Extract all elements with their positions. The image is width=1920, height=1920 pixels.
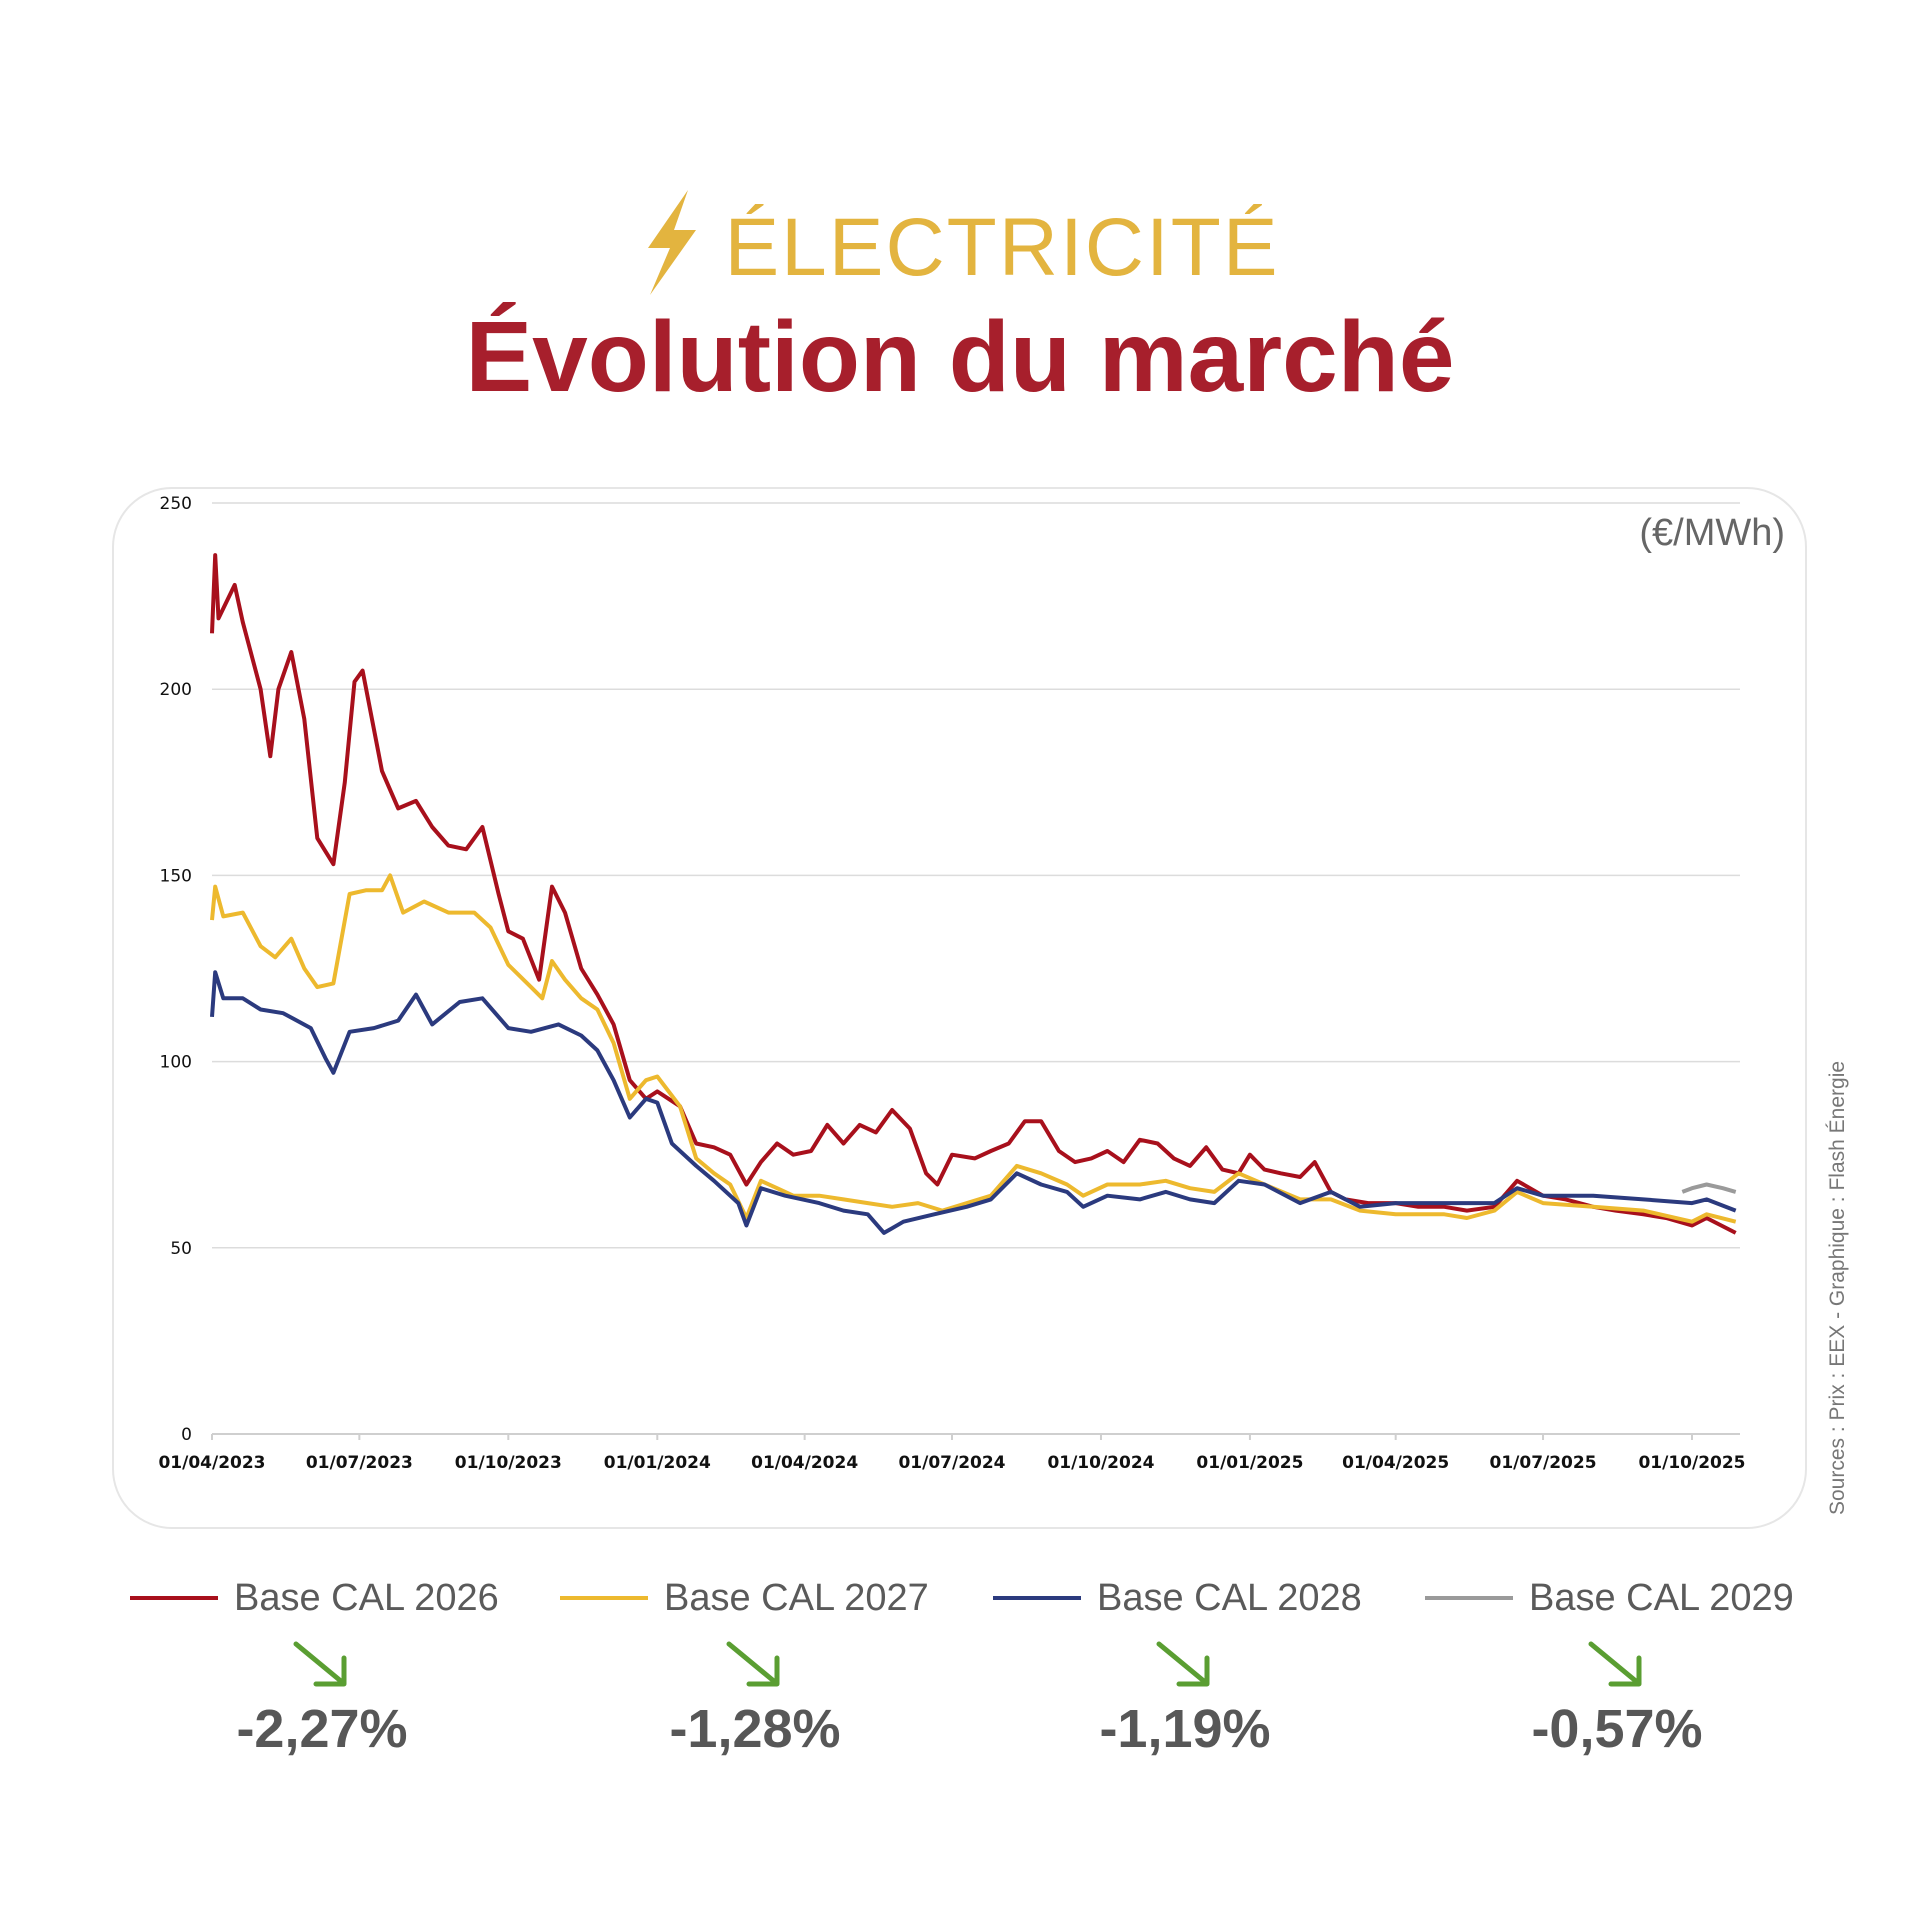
arrow-down-right-icon: [1156, 1641, 1210, 1687]
legend-item: Base CAL 2026: [130, 1572, 499, 1624]
x-tick-label: 01/04/2024: [751, 1453, 858, 1473]
x-tick-label: 01/01/2025: [1196, 1453, 1303, 1473]
x-tick-label: 01/04/2023: [158, 1453, 265, 1473]
chart-frame: [112, 487, 1807, 1529]
x-tick-label: 01/07/2024: [898, 1453, 1005, 1473]
arrow-down-right-icon: [1588, 1641, 1642, 1687]
legend-label: Base CAL 2029: [1529, 1576, 1794, 1619]
y-tick-label: 150: [160, 866, 192, 886]
legend-item: Base CAL 2028: [993, 1572, 1362, 1624]
y-tick-label: 100: [160, 1053, 192, 1073]
change-indicator: -2,27%: [172, 1640, 472, 1760]
x-tick-label: 01/10/2023: [455, 1453, 562, 1473]
legend-item: Base CAL 2029: [1425, 1572, 1794, 1624]
change-value: -1,28%: [669, 1699, 841, 1759]
unit-label: (€/MWh): [1639, 512, 1785, 554]
change-value: -2,27%: [236, 1699, 408, 1759]
arrow-down-right-icon: [293, 1641, 347, 1687]
section-kicker: ÉLECTRICITÉ: [0, 190, 1920, 295]
legend-swatch: [560, 1596, 648, 1600]
series-line-base-cal-2028: [210, 970, 1737, 1235]
x-tick-label: 01/04/2025: [1342, 1453, 1449, 1473]
arrow-down-right-icon: [726, 1641, 780, 1687]
lightning-bolt-icon: [648, 190, 697, 295]
y-tick-label: 250: [160, 494, 192, 514]
change-value: -1,19%: [1099, 1699, 1271, 1759]
y-tick-label: 0: [181, 1425, 192, 1445]
legend-item: Base CAL 2027: [560, 1572, 929, 1624]
y-tick-label: 200: [160, 680, 192, 700]
change-indicator: -1,28%: [605, 1640, 905, 1760]
sources-note: Sources : Prix : EEX - Graphique : Flash…: [1826, 1060, 1849, 1515]
x-tick-label: 01/07/2023: [306, 1453, 413, 1473]
series-line-base-cal-2029: [1681, 1182, 1737, 1194]
page-title: Évolution du marché: [465, 301, 1455, 413]
series-line-base-cal-2027: [210, 873, 1737, 1224]
series-line-base-cal-2026: [210, 553, 1737, 1235]
x-tick-label: 01/07/2025: [1490, 1453, 1597, 1473]
legend-label: Base CAL 2027: [664, 1576, 929, 1619]
legend-label: Base CAL 2028: [1097, 1576, 1362, 1619]
x-tick-label: 01/10/2024: [1047, 1453, 1154, 1473]
y-tick-label: 50: [170, 1239, 192, 1259]
x-tick-label: 01/01/2024: [604, 1453, 711, 1473]
legend-swatch: [130, 1596, 218, 1600]
change-indicator: -1,19%: [1035, 1640, 1335, 1760]
x-tick-label: 01/10/2025: [1638, 1453, 1745, 1473]
change-value: -0,57%: [1531, 1699, 1703, 1759]
legend-label: Base CAL 2026: [234, 1576, 499, 1619]
kicker-text: ÉLECTRICITÉ: [724, 202, 1280, 293]
legend-swatch: [993, 1596, 1081, 1600]
change-indicator: -0,57%: [1467, 1640, 1767, 1760]
legend-swatch: [1425, 1596, 1513, 1600]
